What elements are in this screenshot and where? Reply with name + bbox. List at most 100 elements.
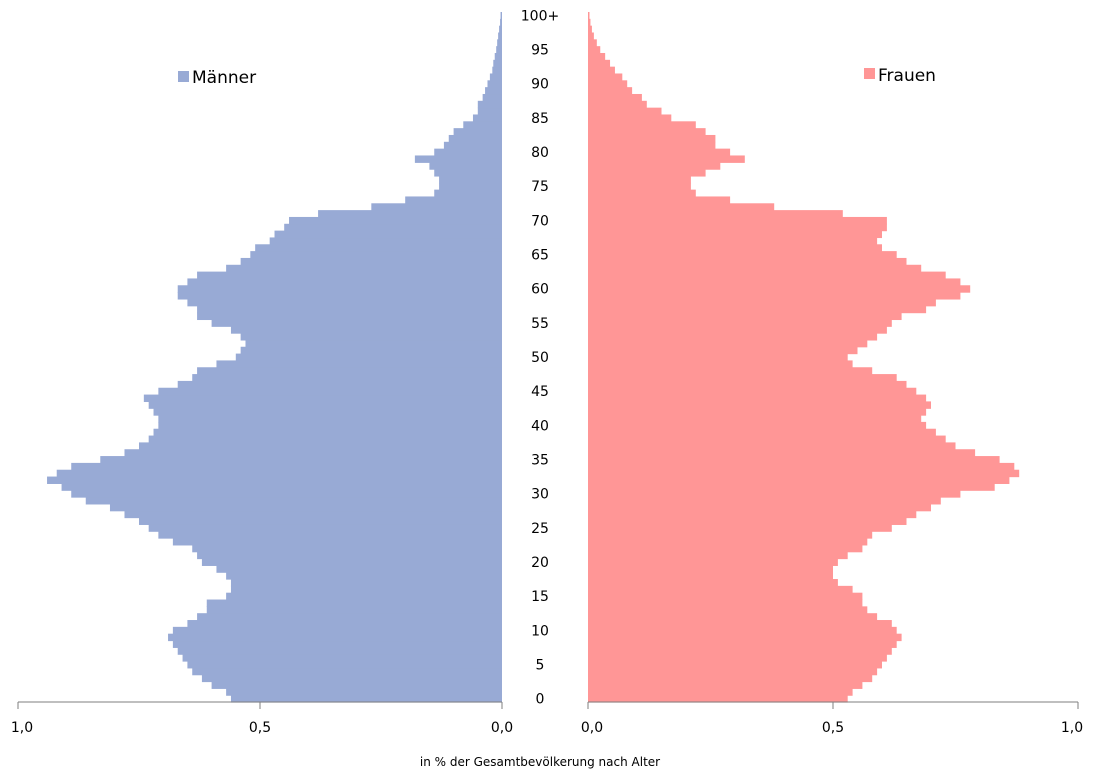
bar-female-age-81 [588, 141, 716, 150]
bar-female-age-45 [588, 387, 917, 396]
bar-male-age-33 [56, 469, 502, 478]
x-tick-label: 0,0 [491, 720, 513, 736]
bar-female-age-61 [588, 278, 961, 286]
bar-female-age-68 [588, 230, 882, 239]
bar-female-age-80 [588, 148, 731, 157]
bar-male-age-17 [230, 579, 502, 587]
bar-female-age-59 [588, 292, 961, 300]
bar-male-age-68 [274, 230, 502, 239]
bar-female-age-2 [588, 681, 863, 689]
bar-female-age-23 [588, 538, 868, 546]
bar-female-age-69 [588, 223, 887, 232]
bar-male-age-12 [197, 613, 502, 621]
x-axis-title: in % der Gesamtbevölkerung nach Alter [420, 755, 660, 769]
bar-male-age-42 [153, 408, 502, 416]
legend-swatch-female [864, 68, 875, 79]
x-tick-label: 1,0 [11, 720, 33, 736]
bar-female-age-21 [588, 551, 848, 560]
bar-female-age-74 [588, 189, 696, 198]
bar-male-age-2 [211, 681, 502, 689]
bar-female-age-73 [588, 196, 731, 204]
bar-male-age-16 [230, 585, 502, 594]
bar-male-age-8 [172, 640, 502, 648]
bar-male-age-5 [187, 661, 502, 669]
bar-male-age-87 [477, 100, 502, 109]
left-x-axis: 1,0 0,5 0,0 [11, 701, 513, 736]
bar-female-age-40 [588, 421, 927, 430]
bar-male-age-40 [158, 421, 503, 430]
age-tick-label: 55 [531, 316, 549, 332]
bar-female-age-52 [588, 339, 868, 348]
male-bars [47, 12, 503, 703]
bar-female-age-99 [588, 18, 591, 27]
bar-male-age-81 [443, 141, 502, 150]
bar-male-age-91 [489, 73, 502, 81]
bar-female-age-31 [588, 483, 995, 491]
bar-female-age-4 [588, 667, 878, 676]
age-tick-label: 25 [531, 521, 549, 537]
age-tick-label: 5 [536, 657, 545, 673]
bar-male-age-21 [197, 551, 502, 560]
bar-female-age-43 [588, 401, 931, 409]
bar-female-age-26 [588, 517, 907, 525]
bar-male-age-56 [197, 312, 502, 321]
bar-female-age-70 [588, 216, 887, 225]
bar-female-age-6 [588, 654, 887, 662]
bar-male-age-80 [434, 148, 502, 157]
bar-female-age-39 [588, 428, 936, 437]
bar-female-age-3 [588, 674, 873, 683]
bar-male-age-76 [439, 175, 502, 184]
bar-male-age-18 [226, 572, 502, 580]
age-tick-label: 95 [531, 43, 549, 59]
bar-male-age-27 [124, 510, 502, 519]
bar-female-age-98 [588, 25, 592, 34]
bar-male-age-41 [158, 415, 503, 423]
bar-male-age-98 [499, 25, 502, 34]
bar-female-age-12 [588, 613, 878, 621]
bar-male-age-75 [439, 182, 502, 191]
bar-female-age-84 [588, 121, 696, 129]
bar-female-age-5 [588, 661, 882, 669]
bar-female-age-47 [588, 374, 897, 382]
bar-female-age-8 [588, 640, 897, 648]
x-tick-label: 0,0 [581, 720, 603, 736]
bar-male-age-65 [250, 251, 502, 259]
bar-female-age-49 [588, 360, 853, 368]
bar-male-age-7 [177, 647, 502, 655]
bar-female-age-10 [588, 626, 897, 635]
age-tick-label: 20 [531, 555, 549, 571]
bar-male-age-45 [158, 387, 503, 396]
bar-male-age-58 [187, 298, 502, 307]
bar-female-age-30 [588, 490, 961, 498]
bar-male-age-43 [148, 401, 502, 409]
bar-female-age-11 [588, 620, 892, 628]
bar-female-age-13 [588, 606, 868, 614]
bar-male-age-90 [487, 80, 502, 88]
bar-male-age-95 [496, 46, 502, 54]
bar-male-age-69 [284, 223, 502, 232]
bar-male-age-50 [235, 353, 503, 362]
bar-male-age-96 [497, 39, 502, 47]
age-axis-labels: 0 5 10 15 20 25 30 35 40 45 50 55 60 65 70 75 80 85 90 95 10… [521, 8, 559, 707]
bar-male-age-73 [405, 196, 502, 204]
bar-male-age-36 [124, 449, 502, 457]
bar-male-age-14 [206, 599, 502, 607]
bar-female-age-64 [588, 257, 907, 266]
bar-female-age-42 [588, 408, 927, 416]
bar-female-age-55 [588, 319, 892, 327]
bar-male-age-3 [201, 674, 503, 683]
bar-female-age-35 [588, 456, 1000, 464]
bar-male-age-93 [493, 59, 502, 68]
bar-female-age-75 [588, 182, 691, 191]
bar-female-age-36 [588, 449, 976, 457]
bar-male-age-70 [289, 216, 502, 225]
bar-male-age-35 [100, 456, 502, 464]
bar-male-age-29 [85, 497, 502, 505]
bar-male-age-4 [192, 667, 503, 676]
bar-female-age-71 [588, 210, 843, 218]
bar-male-age-20 [201, 558, 503, 566]
bar-female-age-19 [588, 565, 833, 573]
age-tick-label: 10 [531, 623, 549, 639]
bar-male-age-84 [463, 121, 502, 129]
